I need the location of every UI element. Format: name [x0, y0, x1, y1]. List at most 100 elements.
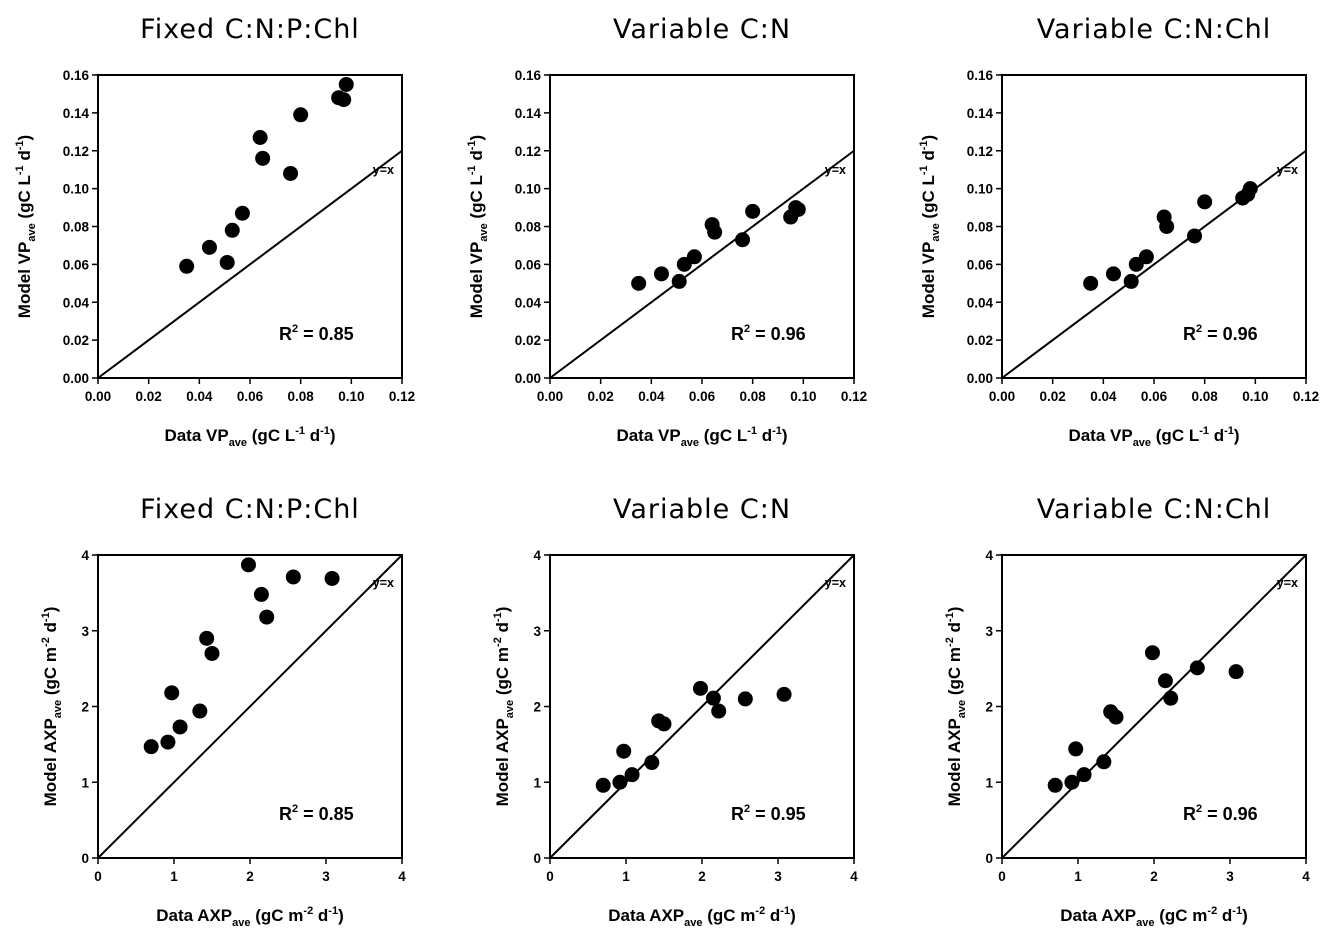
data-point: [595, 777, 611, 793]
y-tick-label: 0.14: [63, 106, 90, 121]
identity-line: [1001, 149, 1307, 379]
y-tick-label: 4: [985, 548, 993, 563]
y-tick-label: 0.08: [515, 220, 542, 235]
plot-frame: [1001, 74, 1307, 379]
data-point: [707, 224, 723, 240]
x-tick-label: 3: [774, 869, 782, 884]
x-axis-label: Data AXPave (gC m-2 d-1): [608, 905, 796, 929]
plot-frame: [549, 74, 855, 379]
data-point: [224, 222, 240, 238]
y-tick-label: 0.06: [515, 257, 542, 272]
y-tick-label: 2: [533, 700, 541, 715]
data-point: [179, 258, 195, 274]
y-tick-label: 2: [81, 700, 89, 715]
data-point: [1157, 673, 1173, 689]
x-tick-label: 0.12: [841, 389, 867, 404]
x-tick-label: 0.02: [588, 389, 614, 404]
data-point: [631, 275, 647, 291]
identity-line-label: y=x: [825, 576, 846, 590]
data-point: [201, 239, 217, 255]
data-point: [1197, 194, 1213, 210]
x-tick-label: 0: [998, 869, 1006, 884]
data-point: [711, 703, 727, 719]
y-tick-label: 0.10: [63, 182, 89, 197]
x-tick-label: 0.06: [237, 389, 264, 404]
y-axis-label: Model AXPave (gC m-2 d-1): [40, 607, 64, 807]
x-tick-label: 0.04: [1090, 389, 1117, 404]
data-point: [1108, 709, 1124, 725]
data-point: [745, 203, 761, 219]
data-point: [656, 716, 672, 732]
y-axis-label: Model VPave (gC L-1 d-1): [466, 135, 490, 318]
x-axis-label: Data VPave (gC L-1 d-1): [616, 425, 787, 449]
x-tick-label: 0: [546, 869, 554, 884]
data-point: [336, 92, 352, 108]
x-tick-label: 0.06: [689, 389, 716, 404]
x-tick-label: 1: [170, 869, 178, 884]
y-tick-label: 0.04: [63, 295, 90, 310]
panel-3: Variable C:N:Chl 0.00 0.02 0.04 0.06 0.08 0.10…: [918, 14, 1319, 449]
identity-line: [97, 149, 403, 379]
data-point: [1096, 754, 1112, 770]
y-tick-label: 2: [985, 700, 993, 715]
identity-line: [97, 554, 403, 859]
data-point: [776, 686, 792, 702]
data-point: [1047, 777, 1063, 793]
panel-title: Fixed C:N:P:Chl: [140, 14, 360, 45]
y-tick-label: 0.12: [63, 144, 89, 159]
panel-5: Variable C:N 0 1 2 3 4 0 1 2 3 4 y=x R2 = 0.95 Data A…: [492, 494, 858, 929]
x-tick-label: 0.08: [740, 389, 767, 404]
panel-title: Variable C:N:Chl: [1037, 14, 1272, 45]
x-tick-label: 2: [246, 869, 254, 884]
y-tick-label: 0.06: [63, 257, 90, 272]
y-tick-label: 0.16: [63, 68, 90, 83]
y-tick-label: 0.16: [515, 68, 542, 83]
y-tick-label: 0.00: [515, 371, 541, 386]
x-tick-label: 0.04: [638, 389, 665, 404]
r-squared-label: R2 = 0.96: [1183, 323, 1258, 344]
x-axis-label: Data AXPave (gC m-2 d-1): [156, 905, 344, 929]
data-point: [692, 680, 708, 696]
y-tick-label: 0.10: [967, 182, 993, 197]
x-tick-label: 1: [622, 869, 630, 884]
identity-line: [549, 554, 855, 859]
data-point: [612, 774, 628, 790]
y-tick-label: 0: [81, 851, 89, 866]
data-point: [1076, 767, 1092, 783]
data-point: [252, 129, 268, 145]
y-tick-label: 0.16: [967, 68, 994, 83]
data-point: [1123, 273, 1139, 289]
identity-line-label: y=x: [373, 163, 394, 177]
x-tick-label: 0.04: [186, 389, 213, 404]
data-point: [705, 690, 721, 706]
data-point: [324, 570, 340, 586]
data-point: [285, 569, 301, 585]
y-tick-label: 0.06: [967, 257, 994, 272]
identity-line-label: y=x: [373, 576, 394, 590]
r-squared-label: R2 = 0.96: [1183, 803, 1258, 824]
y-axis-label: Model VPave (gC L-1 d-1): [918, 135, 942, 318]
data-point: [737, 691, 753, 707]
y-tick-label: 0.04: [967, 295, 994, 310]
data-point: [653, 266, 669, 282]
data-point: [686, 249, 702, 265]
data-point: [164, 685, 180, 701]
y-tick-label: 1: [985, 775, 993, 790]
r-squared-label: R2 = 0.95: [731, 803, 806, 824]
data-point: [219, 254, 235, 270]
panel-title: Variable C:N: [613, 14, 791, 45]
r-squared-label: R2 = 0.85: [279, 323, 354, 344]
panel-6: Variable C:N:Chl 0 1 2 3 4 0 1 2 3 4 y=x R2 = 0.96 Da…: [944, 494, 1310, 929]
x-tick-label: 0.02: [1040, 389, 1066, 404]
data-point: [1064, 774, 1080, 790]
data-point: [172, 719, 188, 735]
y-tick-label: 4: [81, 548, 89, 563]
x-axis-label: Data AXPave (gC m-2 d-1): [1060, 905, 1248, 929]
data-point: [204, 645, 220, 661]
data-point: [1068, 741, 1084, 757]
x-axis-label: Data VPave (gC L-1 d-1): [164, 425, 335, 449]
y-axis-label: Model AXPave (gC m-2 d-1): [492, 607, 516, 807]
y-tick-label: 0.02: [515, 333, 541, 348]
